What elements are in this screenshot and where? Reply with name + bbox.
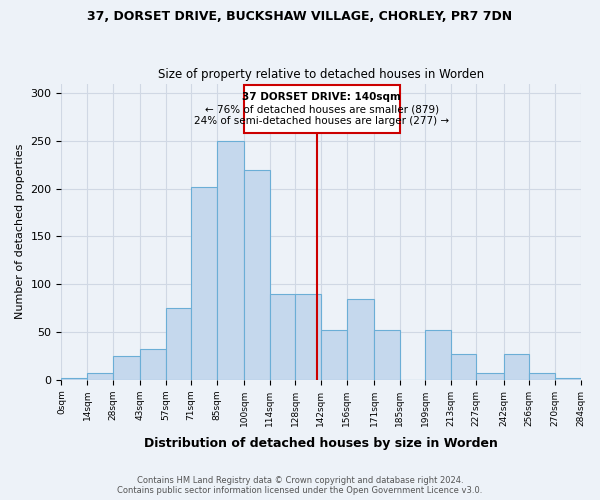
Text: Contains HM Land Registry data © Crown copyright and database right 2024.
Contai: Contains HM Land Registry data © Crown c…	[118, 476, 482, 495]
X-axis label: Distribution of detached houses by size in Worden: Distribution of detached houses by size …	[144, 437, 498, 450]
Bar	[321, 330, 347, 380]
Text: 37 DORSET DRIVE: 140sqm: 37 DORSET DRIVE: 140sqm	[242, 92, 401, 102]
Title: Size of property relative to detached houses in Worden: Size of property relative to detached ho…	[158, 68, 484, 81]
Text: 24% of semi-detached houses are larger (277) →: 24% of semi-detached houses are larger (…	[194, 116, 449, 126]
Text: ← 76% of detached houses are smaller (879): ← 76% of detached houses are smaller (87…	[205, 104, 439, 115]
Bar	[140, 349, 166, 380]
Bar	[166, 308, 191, 380]
Bar	[244, 170, 270, 380]
Bar	[61, 378, 87, 380]
Bar	[217, 141, 244, 380]
Bar	[270, 294, 295, 380]
Bar	[555, 378, 581, 380]
FancyBboxPatch shape	[244, 86, 400, 133]
Bar	[113, 356, 140, 380]
Bar	[504, 354, 529, 380]
Bar	[529, 373, 555, 380]
Bar	[374, 330, 400, 380]
Bar	[191, 187, 217, 380]
Bar	[451, 354, 476, 380]
Bar	[476, 373, 504, 380]
Bar	[425, 330, 451, 380]
Bar	[295, 294, 321, 380]
Bar	[347, 298, 374, 380]
Bar	[87, 373, 113, 380]
Text: 37, DORSET DRIVE, BUCKSHAW VILLAGE, CHORLEY, PR7 7DN: 37, DORSET DRIVE, BUCKSHAW VILLAGE, CHOR…	[88, 10, 512, 23]
Y-axis label: Number of detached properties: Number of detached properties	[15, 144, 25, 320]
